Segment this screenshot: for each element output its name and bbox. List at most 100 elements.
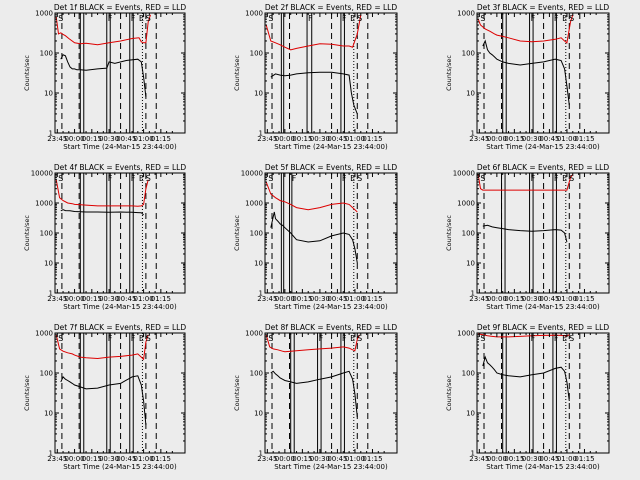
x-tick-label: 00:30 (99, 135, 119, 143)
panel-3: Det 3f BLACK = Events, RED = LLD 1 10 100 10… (445, 3, 610, 151)
x-tick-label: 00:00 (275, 295, 295, 303)
panel-7: Det 7f BLACK = Events, RED = LLD 1 10 100 10… (23, 323, 186, 471)
panel-2: Det 2f BLACK = Events, RED = LLD 1 10 100 10… (233, 3, 398, 151)
x-tick-label: 01:15 (574, 295, 594, 303)
x-axis-title: Start Time (24-Mar-15 23:44:00) (274, 143, 388, 151)
event-marker-label: E (562, 334, 567, 343)
plot-frame (476, 172, 610, 294)
lld-series-line (265, 14, 362, 51)
event-marker-label: F (554, 334, 559, 343)
x-tick-label: 00:15 (504, 295, 524, 303)
x-tick-label: 23:45 (257, 455, 277, 463)
event-marker-label: E (139, 174, 144, 183)
event-marker-label: F (531, 174, 536, 183)
y-tick-label: 1000 (245, 10, 263, 18)
x-tick-label: 01:15 (151, 135, 171, 143)
y-tick-label: 1 (471, 450, 475, 458)
x-tick-label: 00:45 (539, 455, 559, 463)
panel-title: Det 6f BLACK = Events, RED = LLD (477, 163, 610, 172)
y-axis-title: Counts/sec (233, 215, 241, 251)
event-marker-label: S (569, 334, 574, 343)
x-tick-label: 00:45 (327, 135, 347, 143)
event-marker-label: F (531, 14, 536, 23)
y-tick-label: 1000 (245, 200, 263, 208)
event-lines (483, 13, 581, 133)
events-series-line (60, 54, 147, 97)
x-axis-title: Start Time (24-Mar-15 23:44:00) (63, 143, 177, 151)
event-marker-label: S (268, 334, 273, 343)
events-series-line (482, 224, 568, 243)
panel-4: Det 4f BLACK = Events, RED = LLD 1 10 100 10… (23, 163, 186, 311)
event-marker-label: F (131, 14, 136, 23)
event-marker-label: S (146, 174, 151, 183)
x-tick-label: 23:45 (469, 295, 489, 303)
x-tick-label: 00:45 (116, 455, 136, 463)
series-group (55, 14, 151, 97)
event-marker-label: F (342, 334, 347, 343)
x-tick-label: 01:15 (362, 295, 382, 303)
panel-9: Det 9f BLACK = Events, RED = LLD 1 10 100 10… (445, 323, 610, 471)
x-tick-label: 23:45 (257, 135, 277, 143)
x-tick-label: 01:00 (557, 295, 577, 303)
y-axis-title: Counts/sec (445, 375, 453, 411)
panel-title: Det 5f BLACK = Events, RED = LLD (265, 163, 398, 172)
panel-title: Det 7f BLACK = Events, RED = LLD (54, 323, 187, 332)
event-marker-label: S (357, 334, 362, 343)
event-marker-label: F (531, 334, 536, 343)
y-tick-label: 10 (44, 410, 53, 418)
event-lines (61, 173, 157, 293)
panel-title: Det 3f BLACK = Events, RED = LLD (477, 3, 610, 12)
y-tick-label: 10000 (241, 170, 263, 178)
x-tick-label: 00:00 (64, 295, 84, 303)
plot-frame (54, 332, 186, 454)
y-tick-label: 10000 (31, 170, 53, 178)
y-tick-label: 1 (471, 290, 475, 298)
x-tick-label: 01:00 (133, 455, 153, 463)
x-tick-label: 00:15 (292, 135, 312, 143)
panel-title: Det 9f BLACK = Events, RED = LLD (477, 323, 610, 332)
events-series-line (60, 375, 147, 426)
x-tick-label: 01:00 (345, 135, 365, 143)
event-marker-label: E (562, 14, 567, 23)
x-tick-label: 00:15 (82, 455, 102, 463)
y-tick-label: 100 (462, 370, 475, 378)
x-tick-label: 23:45 (469, 135, 489, 143)
x-tick-label: 01:15 (574, 455, 594, 463)
plot-frame (476, 332, 610, 454)
panel-title: Det 4f BLACK = Events, RED = LLD (54, 163, 187, 172)
y-tick-label: 10 (466, 410, 475, 418)
x-tick-label: 00:30 (522, 455, 542, 463)
x-tick-label: 00:15 (82, 295, 102, 303)
events-series-line (270, 370, 358, 417)
x-tick-label: 01:00 (133, 135, 153, 143)
y-tick-label: 100 (250, 370, 263, 378)
x-tick-label: 00:30 (310, 295, 330, 303)
plot-frame (54, 12, 186, 134)
x-tick-label: 00:00 (64, 455, 84, 463)
y-axis-title: Counts/sec (23, 215, 31, 251)
y-tick-label: 100 (40, 230, 53, 238)
x-tick-label: 00:15 (292, 455, 312, 463)
events-series-line (482, 355, 570, 402)
event-marker-label: S (58, 14, 63, 23)
event-marker-label: S (357, 14, 362, 23)
y-tick-label: 100 (40, 370, 53, 378)
event-marker-label: E (139, 334, 144, 343)
event-marker-label: F (131, 334, 136, 343)
event-lines (271, 173, 369, 293)
plot-frame (54, 172, 186, 294)
x-axis-title: Start Time (24-Mar-15 23:44:00) (274, 303, 388, 311)
plot-frame (476, 12, 610, 134)
event-lines (483, 173, 581, 293)
y-tick-label: 10 (254, 90, 263, 98)
x-axis-title: Start Time (24-Mar-15 23:44:00) (274, 463, 388, 471)
event-marker-label: S (146, 334, 151, 343)
y-axis-title: Counts/sec (23, 375, 31, 411)
y-tick-label: 1000 (457, 330, 475, 338)
x-tick-label: 01:15 (151, 455, 171, 463)
event-marker-label: F (554, 174, 559, 183)
event-marker-label: F (342, 14, 347, 23)
panel-5: Det 5f BLACK = Events, RED = LLD 1 10 100 10… (233, 163, 398, 311)
y-axis-title: Counts/sec (233, 55, 241, 91)
